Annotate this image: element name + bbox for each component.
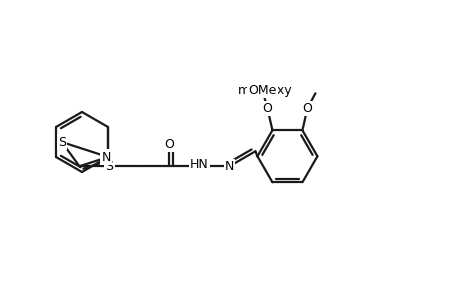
Text: HN: HN: [190, 158, 208, 171]
Text: S: S: [58, 136, 66, 148]
Text: O: O: [262, 102, 272, 115]
Text: N: N: [224, 160, 234, 173]
Text: S: S: [105, 160, 113, 173]
Text: OMe: OMe: [248, 84, 276, 97]
Text: O: O: [302, 102, 312, 115]
Text: N: N: [101, 151, 111, 164]
Text: O: O: [164, 138, 174, 151]
Text: methoxy: methoxy: [238, 84, 292, 97]
